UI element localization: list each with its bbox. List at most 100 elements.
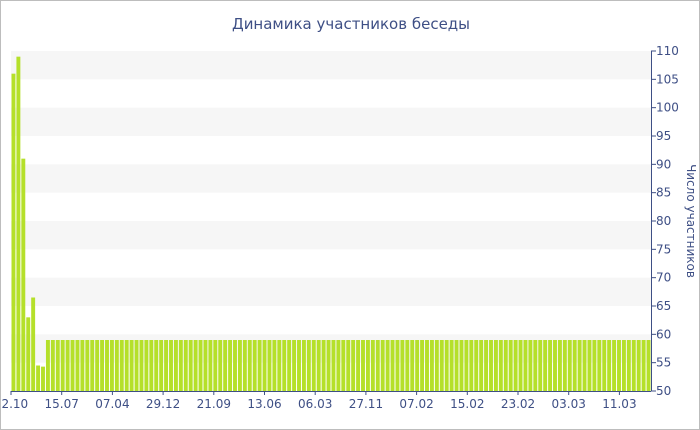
bar — [144, 340, 149, 391]
y-tick-label: 70 — [656, 271, 671, 285]
bar — [119, 340, 124, 391]
y-tick-label: 75 — [656, 242, 671, 256]
bar — [16, 56, 21, 392]
y-tick-label: 110 — [656, 44, 679, 58]
bar — [493, 340, 498, 391]
bar — [41, 366, 45, 391]
bar — [277, 340, 282, 391]
bar — [50, 340, 55, 391]
x-tick-label: 06.03 — [298, 397, 332, 411]
x-tick-label: 07.04 — [95, 397, 129, 411]
bar — [577, 340, 582, 391]
bar — [562, 340, 567, 391]
bar — [252, 340, 257, 391]
y-tick-label: 105 — [656, 72, 679, 86]
bar — [36, 365, 41, 391]
bar — [346, 340, 351, 391]
bar — [100, 340, 105, 391]
bar — [612, 340, 617, 391]
bar — [208, 340, 213, 391]
bar — [543, 340, 548, 391]
bar — [626, 340, 631, 391]
bar — [287, 340, 292, 391]
bar — [203, 340, 208, 391]
bar — [242, 340, 247, 391]
bar — [60, 340, 65, 391]
bar — [646, 340, 651, 391]
x-tick-label: 23.02 — [501, 397, 535, 411]
bar — [425, 340, 429, 391]
bar — [193, 340, 198, 391]
bar — [316, 340, 321, 391]
bar — [247, 340, 252, 391]
bar — [80, 340, 85, 391]
bar — [567, 340, 572, 391]
bar — [70, 340, 75, 391]
bar — [297, 340, 301, 391]
x-tick-label: 22.10 — [1, 397, 28, 411]
bar — [557, 340, 562, 391]
y-tick-label: 80 — [656, 214, 671, 228]
bar — [444, 340, 449, 391]
bar — [395, 340, 400, 391]
bar — [267, 340, 272, 391]
grid-band — [11, 277, 651, 306]
bar — [479, 340, 484, 391]
bar — [55, 340, 60, 391]
bar — [631, 340, 636, 391]
bar — [341, 340, 346, 391]
bar — [607, 340, 612, 391]
bar — [105, 340, 109, 391]
bar — [484, 340, 489, 391]
bar — [326, 340, 331, 391]
bar — [464, 340, 469, 391]
y-ticks: 50 55 60 65 70 75 80 85 90 95 100 105 110 — [651, 44, 679, 398]
bar — [65, 340, 70, 391]
grid-bands — [11, 51, 651, 363]
bar — [178, 340, 183, 391]
grid-band — [11, 164, 651, 193]
bar — [459, 340, 464, 391]
bar — [45, 340, 50, 391]
bar — [134, 340, 139, 391]
x-tick-label: 03.03 — [552, 397, 586, 411]
bar — [617, 340, 621, 391]
x-tick-label: 15.02 — [450, 397, 484, 411]
grid-band — [11, 107, 651, 136]
bar — [592, 340, 597, 391]
bar — [124, 340, 129, 391]
y-tick-label: 55 — [656, 356, 671, 370]
y-tick-label: 65 — [656, 299, 671, 313]
chart-title: Динамика участников беседы — [232, 15, 470, 33]
bar — [164, 340, 169, 391]
bar — [301, 340, 306, 391]
bar — [139, 340, 144, 391]
bar — [90, 340, 95, 391]
bar — [159, 340, 164, 391]
bar — [173, 340, 178, 391]
bar — [154, 340, 159, 391]
bar — [237, 340, 242, 391]
bar — [233, 340, 237, 391]
bar — [183, 340, 188, 391]
bar — [503, 340, 508, 391]
bar — [641, 340, 646, 391]
bar — [385, 340, 390, 391]
x-ticks: 22.10 15.07 07.04 29.12 21.09 13.06 06.03 27.11… — [1, 391, 637, 411]
bar — [474, 340, 479, 391]
bar — [26, 317, 31, 391]
bar — [405, 340, 410, 391]
bar — [321, 340, 326, 391]
bar — [587, 340, 592, 391]
bar — [365, 340, 370, 391]
x-tick-label: 07.02 — [399, 397, 433, 411]
bar — [272, 340, 277, 391]
bar — [439, 340, 444, 391]
bar — [380, 340, 385, 391]
bar — [602, 340, 607, 391]
bar — [114, 340, 119, 391]
y-axis-label: Число участников — [684, 164, 698, 278]
bar — [434, 340, 439, 391]
bar — [331, 340, 336, 391]
